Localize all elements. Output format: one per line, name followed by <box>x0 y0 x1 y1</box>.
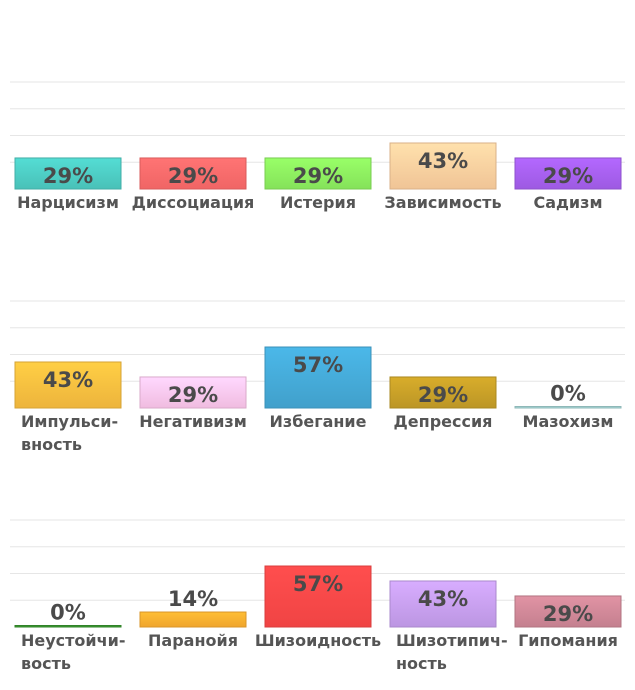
bar-3-3 <box>264 565 372 628</box>
category-label: Паранойя <box>148 631 238 650</box>
bar-3-5 <box>514 595 622 628</box>
bar-2-2 <box>139 376 247 409</box>
bar-1-2 <box>139 157 247 190</box>
value-label: 29% <box>168 383 218 407</box>
value-label: 43% <box>418 149 468 173</box>
value-label: 57% <box>293 353 343 377</box>
bar-3-2 <box>139 611 247 628</box>
bar-3-4 <box>389 580 497 628</box>
chart-panel-2: 43% Импульси-вность 29% Негативизм 57% Избега… <box>10 300 625 454</box>
value-label: 29% <box>293 164 343 188</box>
category-label: Гипомания <box>518 631 618 650</box>
category-label: Мазохизм <box>523 412 614 431</box>
value-label: 29% <box>43 164 93 188</box>
bar-1-5 <box>514 157 622 190</box>
value-label: 43% <box>418 587 468 611</box>
category-label: Негативизм <box>139 412 247 431</box>
value-label: 57% <box>293 572 343 596</box>
bar-2-5 <box>514 406 622 409</box>
chart-panel-3: 0% Неустойчи-вость 14% Паранойя 57% Шизоиднос… <box>10 519 625 673</box>
value-label: 29% <box>543 602 593 626</box>
category-label: Истерия <box>280 193 356 212</box>
value-label: 14% <box>168 587 218 611</box>
bar-2-3 <box>264 346 372 409</box>
category-label: Садизм <box>533 193 602 212</box>
category-label: Нарцисизм <box>17 193 119 212</box>
category-label: Зависимость <box>384 193 501 212</box>
category-label: Импульси-вность <box>21 412 118 454</box>
category-label: Неустойчи-вость <box>21 631 125 673</box>
value-label: 29% <box>168 164 218 188</box>
bar-3-1 <box>14 625 122 628</box>
bar-1-1 <box>14 157 122 190</box>
category-label: Избегание <box>270 412 367 431</box>
value-label: 0% <box>550 382 586 406</box>
category-label: Диссоциация <box>132 193 255 212</box>
bar-1-3 <box>264 157 372 190</box>
value-label: 29% <box>543 164 593 188</box>
bar-2-4 <box>389 376 497 409</box>
category-label: Депрессия <box>394 412 493 431</box>
category-label: Шизотипич-ность <box>396 631 508 673</box>
value-label: 0% <box>50 601 86 625</box>
category-label: Шизоидность <box>255 631 381 650</box>
bar-1-4 <box>389 142 497 190</box>
value-label: 43% <box>43 368 93 392</box>
value-label: 29% <box>418 383 468 407</box>
bar-2-1 <box>14 361 122 409</box>
chart-panel-1: 29% Нарцисизм 29% Диссоциация 29% Истерия 43% З… <box>10 81 625 212</box>
